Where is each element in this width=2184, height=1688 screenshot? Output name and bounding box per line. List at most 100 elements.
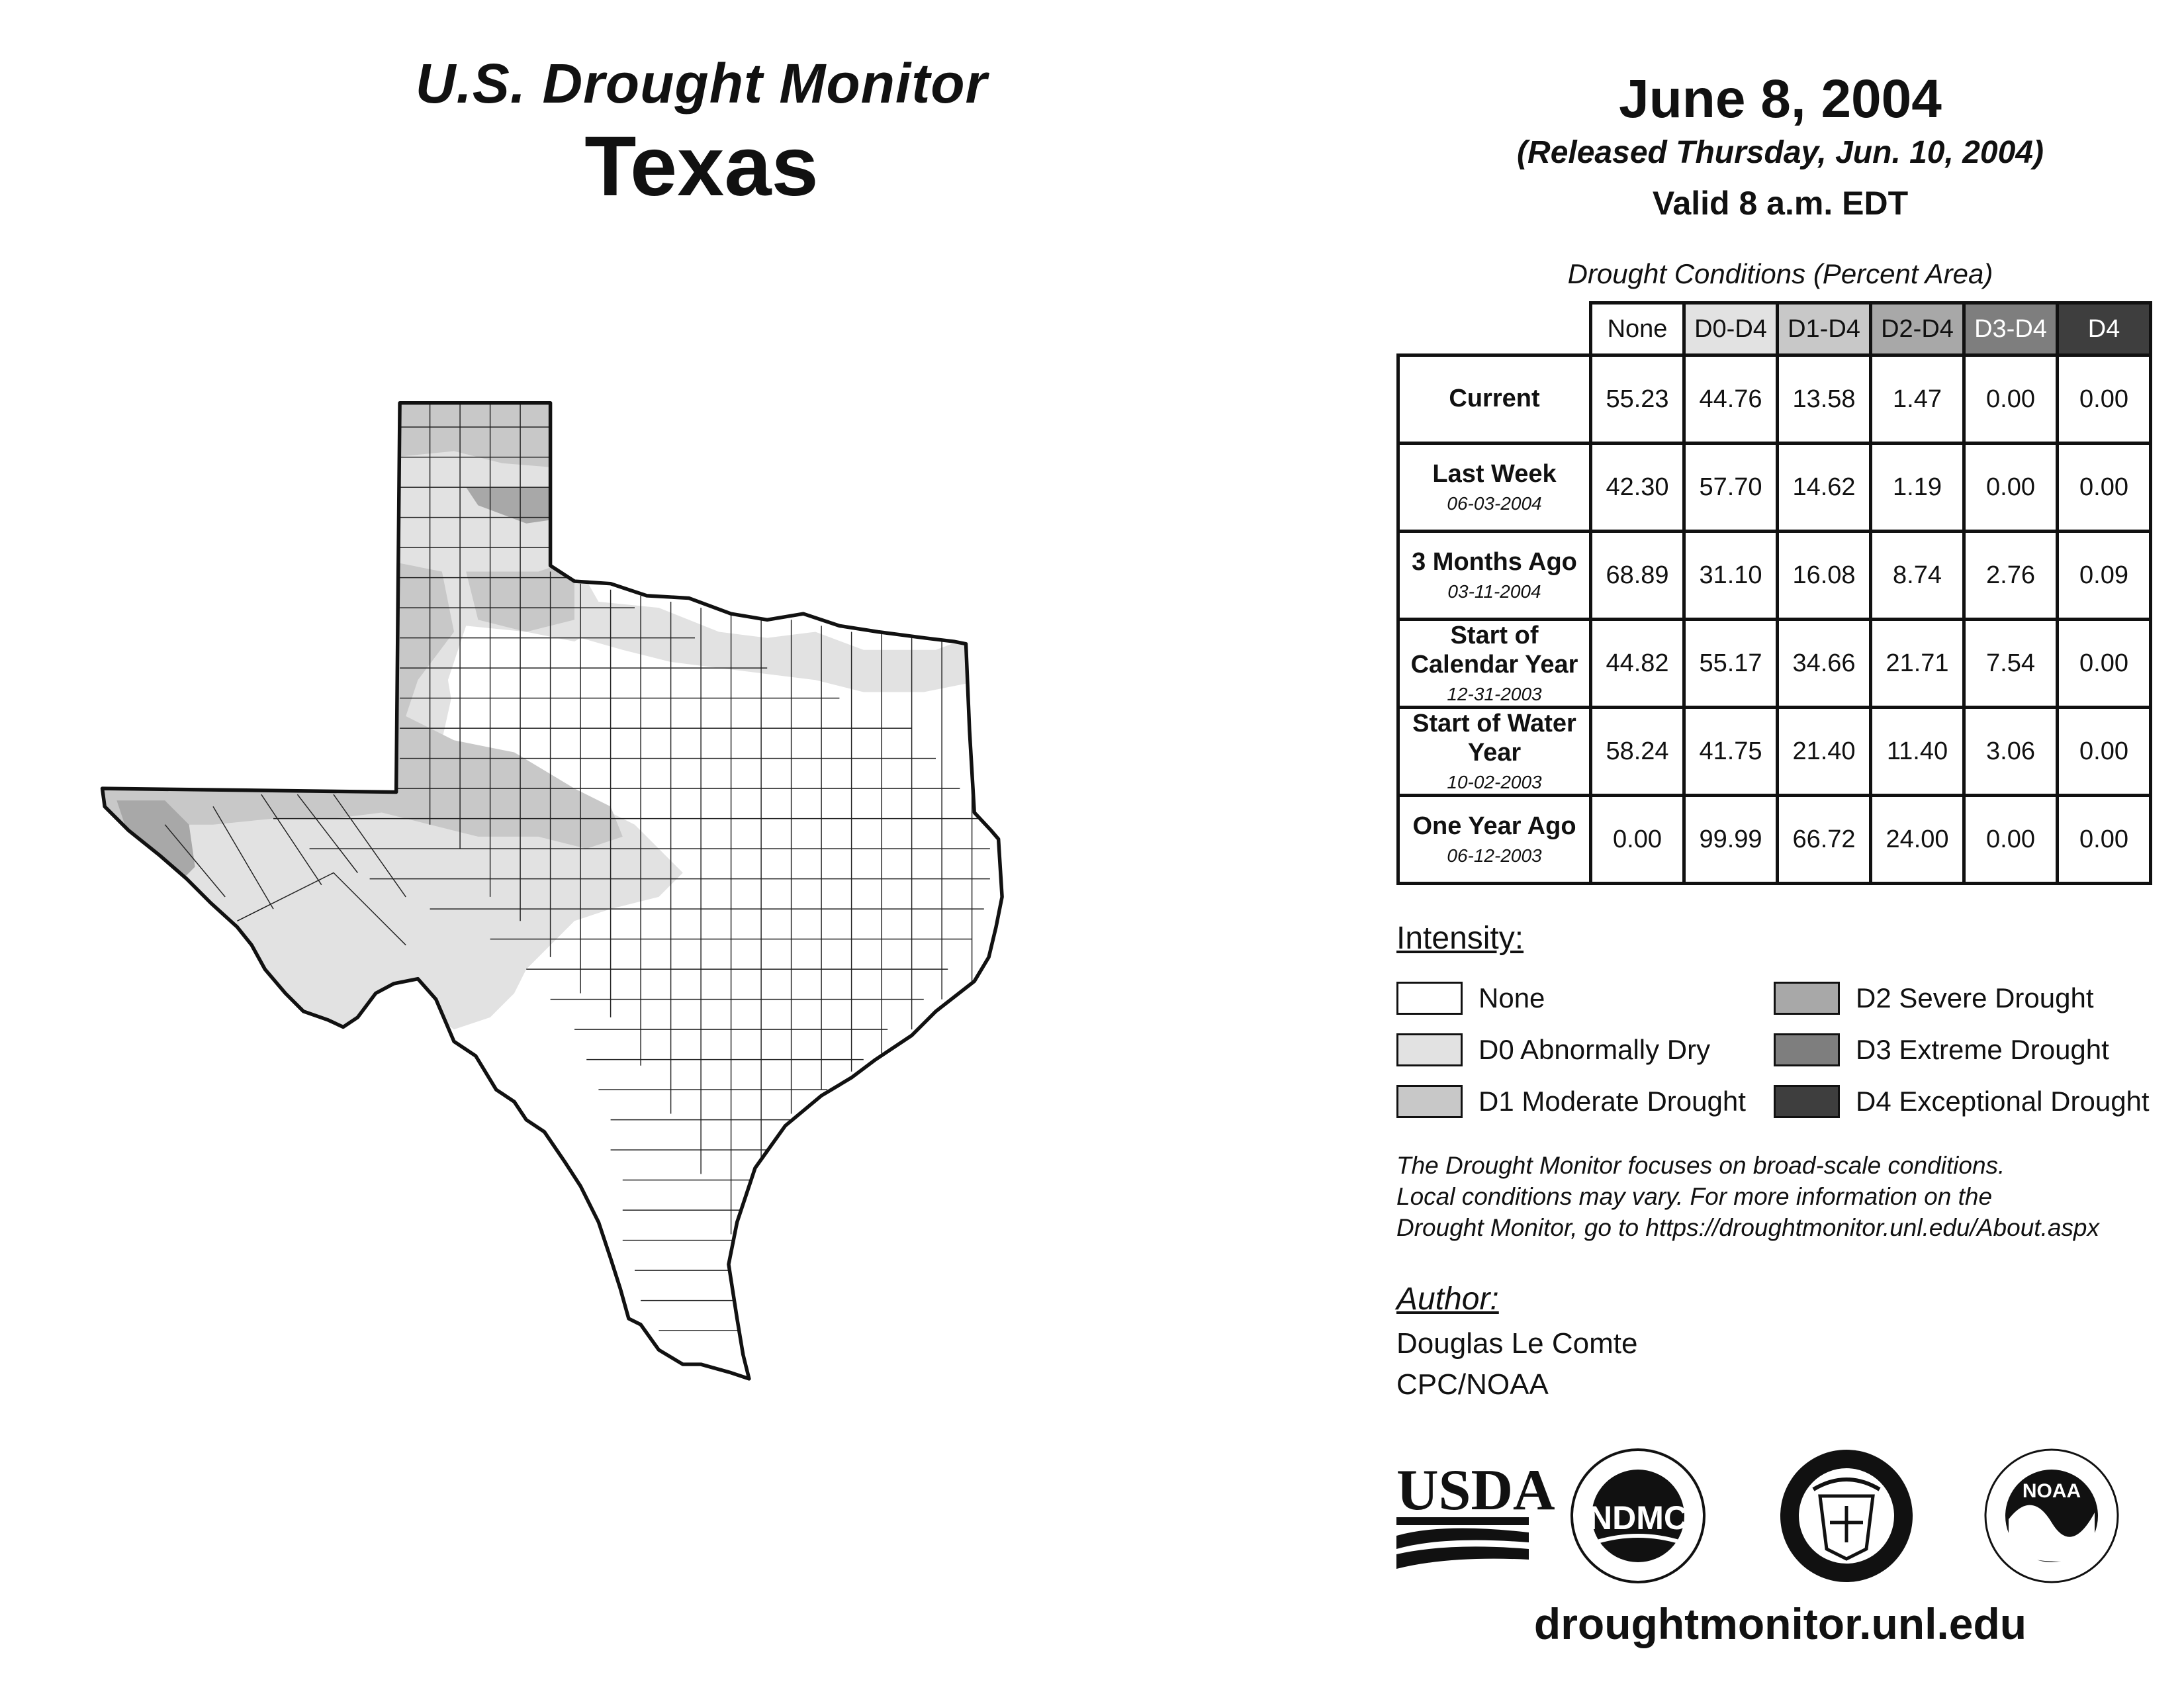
- table-cell: 1.19: [1869, 442, 1966, 533]
- table-cell: 14.62: [1776, 442, 1872, 533]
- table-cell: 0.09: [2056, 530, 2152, 621]
- row-label-text: Start of Water Year: [1412, 710, 1576, 767]
- table-cell: 1.47: [1869, 353, 1966, 445]
- table-cell: 99.99: [1682, 794, 1779, 885]
- table-cell: 21.71: [1869, 618, 1966, 709]
- release-date: (Released Thursday, Jun. 10, 2004): [1517, 135, 2044, 171]
- table-cell: 21.40: [1776, 706, 1872, 797]
- table-cell: 8.74: [1869, 530, 1966, 621]
- table-cell: 0.00: [1962, 442, 2059, 533]
- row-date: 10-02-2003: [1447, 771, 1542, 792]
- disclaimer: The Drought Monitor focuses on broad-sca…: [1396, 1150, 2171, 1244]
- legend-swatch: [1396, 1033, 1463, 1066]
- row-label-text: Current: [1449, 385, 1540, 413]
- table-cell: 0.00: [2056, 442, 2152, 533]
- table-cell: 0.00: [1962, 794, 2059, 885]
- table-cell: 68.89: [1589, 530, 1686, 621]
- row-label-text: Last Week: [1432, 460, 1557, 489]
- agency-logos: USDA NDMC NOAA: [1396, 1448, 2119, 1583]
- author-org: CPC/NOAA: [1396, 1368, 1549, 1401]
- county-lines: [164, 402, 990, 1331]
- row-label: Current: [1396, 353, 1592, 445]
- table-cell: 58.24: [1589, 706, 1686, 797]
- row-label: Start of Water Year 10-02-2003: [1396, 706, 1592, 797]
- table-cell: 0.00: [1962, 353, 2059, 445]
- author-name: Douglas Le Comte: [1396, 1327, 1638, 1360]
- ndmc-text: NDMC: [1588, 1499, 1688, 1536]
- table-cell: 44.76: [1682, 353, 1779, 445]
- legend-label: D1 Moderate Drought: [1479, 1086, 1746, 1117]
- legend-item-d0: D0 Abnormally Dry: [1396, 1031, 1710, 1068]
- legend-swatch: [1396, 982, 1463, 1015]
- table-cell: 0.00: [2056, 353, 2152, 445]
- row-date: 12-31-2003: [1447, 683, 1542, 704]
- intensity-heading: Intensity:: [1396, 921, 1524, 956]
- table-cell: 0.00: [2056, 618, 2152, 709]
- table-cell: 41.75: [1682, 706, 1779, 797]
- map-title: Texas: [584, 119, 819, 214]
- noaa-text: NOAA: [2023, 1480, 2081, 1502]
- table-cell: 34.66: [1776, 618, 1872, 709]
- legend-swatch: [1396, 1085, 1463, 1118]
- table-row: 3 Months Ago 03-11-2004 68.89 31.10 16.08…: [1396, 530, 2152, 621]
- d1-area: [102, 402, 623, 849]
- legend-item-d3: D3 Extreme Drought: [1774, 1031, 2109, 1068]
- row-label: Start of Calendar Year 12-31-2003: [1396, 618, 1592, 709]
- col-header-d3-d4: D3-D4: [1962, 301, 2059, 357]
- col-header-d0-d4: D0-D4: [1682, 301, 1779, 357]
- table-row: Last Week 06-03-2004 42.30 57.70 14.62 1.…: [1396, 442, 2152, 533]
- usda-logo: USDA: [1396, 1458, 1555, 1569]
- d2-area: [116, 487, 569, 885]
- ndmc-logo: NDMC: [1570, 1448, 1706, 1583]
- table-cell: 55.17: [1682, 618, 1779, 709]
- table-cell: 55.23: [1589, 353, 1686, 445]
- texas-drought-map: [100, 400, 1004, 1381]
- row-label-text: Start of Calendar Year: [1410, 622, 1578, 679]
- table-cell: 57.70: [1682, 442, 1779, 533]
- legend-label: D2 Severe Drought: [1856, 982, 2094, 1013]
- legend-item-d2: D2 Severe Drought: [1774, 980, 2094, 1017]
- table-cell: 3.06: [1962, 706, 2059, 797]
- disclaimer-line: Local conditions may vary. For more info…: [1396, 1182, 1993, 1210]
- table-caption: Drought Conditions (Percent Area): [1567, 258, 1993, 289]
- table-cell: 0.00: [1589, 794, 1686, 885]
- table-cell: 44.82: [1589, 618, 1686, 709]
- legend-label: D0 Abnormally Dry: [1479, 1034, 1711, 1065]
- table-cell: 42.30: [1589, 442, 1686, 533]
- commerce-seal: [1780, 1450, 1913, 1582]
- col-header-d1-d4: D1-D4: [1776, 301, 1872, 357]
- row-label-text: One Year Ago: [1412, 812, 1576, 841]
- table-cell: 11.40: [1869, 706, 1966, 797]
- row-label-text: 3 Months Ago: [1412, 548, 1577, 577]
- row-date: 06-03-2004: [1447, 492, 1542, 514]
- row-label: One Year Ago 06-12-2003: [1396, 794, 1592, 885]
- legend-label: D3 Extreme Drought: [1856, 1034, 2109, 1065]
- table-row: Start of Water Year 10-02-2003 58.24 41.7…: [1396, 706, 2152, 797]
- legend-swatch: [1774, 982, 1840, 1015]
- texas-state-outline: [100, 400, 1004, 1381]
- date-block: June 8, 2004 (Released Thursday, Jun. 10…: [1390, 69, 2171, 222]
- drought-conditions-table: None D0-D4 D1-D4 D2-D4 D3-D4 D4 Current …: [1396, 301, 2152, 885]
- table-cell: 13.58: [1776, 353, 1872, 445]
- table-corner: [1398, 303, 1592, 357]
- disclaimer-line: The Drought Monitor focuses on broad-sca…: [1396, 1152, 2005, 1179]
- row-date: 03-11-2004: [1447, 581, 1541, 602]
- legend-item-d1: D1 Moderate Drought: [1396, 1083, 1746, 1120]
- site-url-link[interactable]: droughtmonitor.unl.edu: [1533, 1599, 2027, 1648]
- author-heading: Author:: [1396, 1282, 1499, 1317]
- table-cell: 66.72: [1776, 794, 1872, 885]
- table-cell: 2.76: [1962, 530, 2059, 621]
- map-subtitle: U.S. Drought Monitor: [415, 52, 988, 115]
- table-cell: 16.08: [1776, 530, 1872, 621]
- legend-item-none: None: [1396, 980, 1545, 1017]
- none-area-central: [447, 626, 768, 801]
- table-cell: 24.00: [1869, 794, 1966, 885]
- legend-item-d4: D4 Exceptional Drought: [1774, 1083, 2150, 1120]
- table-row: One Year Ago 06-12-2003 0.00 99.99 66.72 …: [1396, 794, 2152, 885]
- disclaimer-line: Drought Monitor, go to https://droughtmo…: [1396, 1213, 2099, 1241]
- legend-label: D4 Exceptional Drought: [1856, 1086, 2150, 1117]
- table-cell: 31.10: [1682, 530, 1779, 621]
- legend-swatch: [1774, 1085, 1840, 1118]
- legend-label: None: [1479, 982, 1545, 1013]
- valid-time: Valid 8 a.m. EDT: [1652, 185, 1909, 222]
